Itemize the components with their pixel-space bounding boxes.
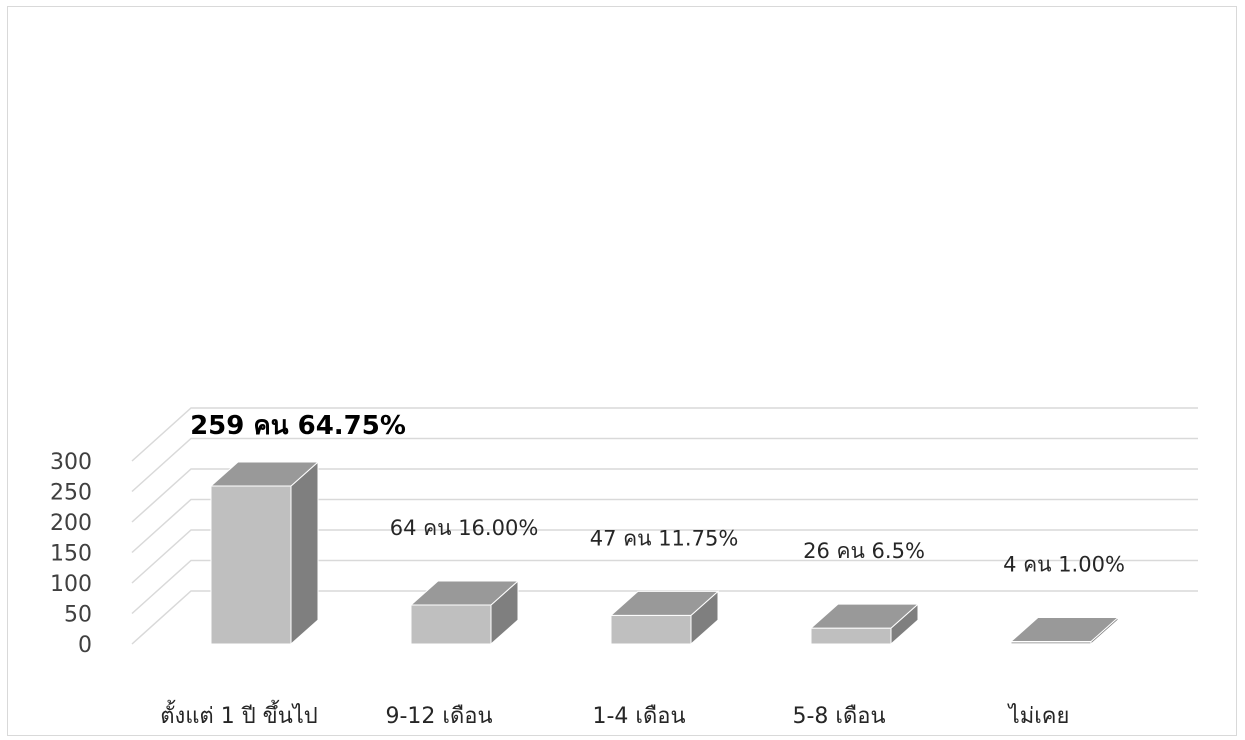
bar-top-face — [1009, 617, 1120, 643]
gridline — [131, 498, 1198, 554]
gridline — [131, 529, 1198, 584]
data-label: 64 คน 16.00% — [390, 516, 539, 540]
x-tick-label: ตั้งแต่ 1 ปี ขึ้นไป — [160, 700, 318, 729]
data-label: 259 คน 64.75% — [190, 411, 406, 441]
gridline — [131, 590, 1198, 645]
data-label: 4 คน 1.00% — [1003, 553, 1125, 577]
y-tick-label: 300 — [50, 450, 92, 475]
bar — [409, 579, 520, 646]
y-tick-label: 250 — [50, 481, 92, 506]
y-tick-label: 150 — [50, 542, 92, 567]
data-label: 47 คน 11.75% — [590, 526, 739, 550]
y-axis: 0 50 100 150 200 250 300 — [50, 450, 92, 658]
bar — [609, 590, 720, 646]
bars — [209, 460, 1120, 646]
bar-chart: 0 50 100 150 200 250 300 ตั้งแต่ 1 ปี ขึ้นไป 9-… — [50, 407, 1198, 729]
bar-front-face — [610, 614, 692, 645]
y-tick-label: 0 — [78, 633, 92, 658]
bar-top-face — [609, 590, 720, 616]
gridline — [131, 468, 1198, 523]
bar — [809, 603, 920, 646]
bar-top-face — [409, 580, 520, 606]
bar-top-face — [209, 461, 320, 487]
x-tick-label: 9-12 เดือน — [386, 704, 493, 729]
x-tick-label: 5-8 เดือน — [793, 704, 886, 729]
bar — [209, 460, 320, 646]
bar-front-face — [210, 485, 292, 645]
x-tick-label: 1-4 เดือน — [593, 704, 686, 729]
x-axis: ตั้งแต่ 1 ปี ขึ้นไป 9-12 เดือน 1-4 เดือน 5-… — [160, 700, 1069, 729]
y-tick-label: 50 — [64, 603, 92, 628]
bar-front-face — [410, 604, 492, 645]
bar-top-face — [809, 603, 920, 629]
bar-front-face — [810, 627, 892, 645]
gridline — [131, 559, 1198, 615]
gridlines — [131, 407, 1198, 645]
gridline — [131, 437, 1198, 493]
x-tick-label: ไม่เคย — [1007, 703, 1070, 729]
bar — [1009, 616, 1120, 646]
chart-frame: 0 50 100 150 200 250 300 ตั้งแต่ 1 ปี ขึ้นไป 9-… — [7, 6, 1237, 736]
bar-side-face — [290, 460, 319, 646]
data-labels: 259 คน 64.75% 64 คน 16.00% 47 คน 11.75% 26 … — [190, 411, 1125, 577]
y-tick-label: 100 — [50, 572, 92, 597]
y-tick-label: 200 — [50, 511, 92, 536]
data-label: 26 คน 6.5% — [803, 539, 925, 563]
gridline — [131, 407, 1198, 462]
